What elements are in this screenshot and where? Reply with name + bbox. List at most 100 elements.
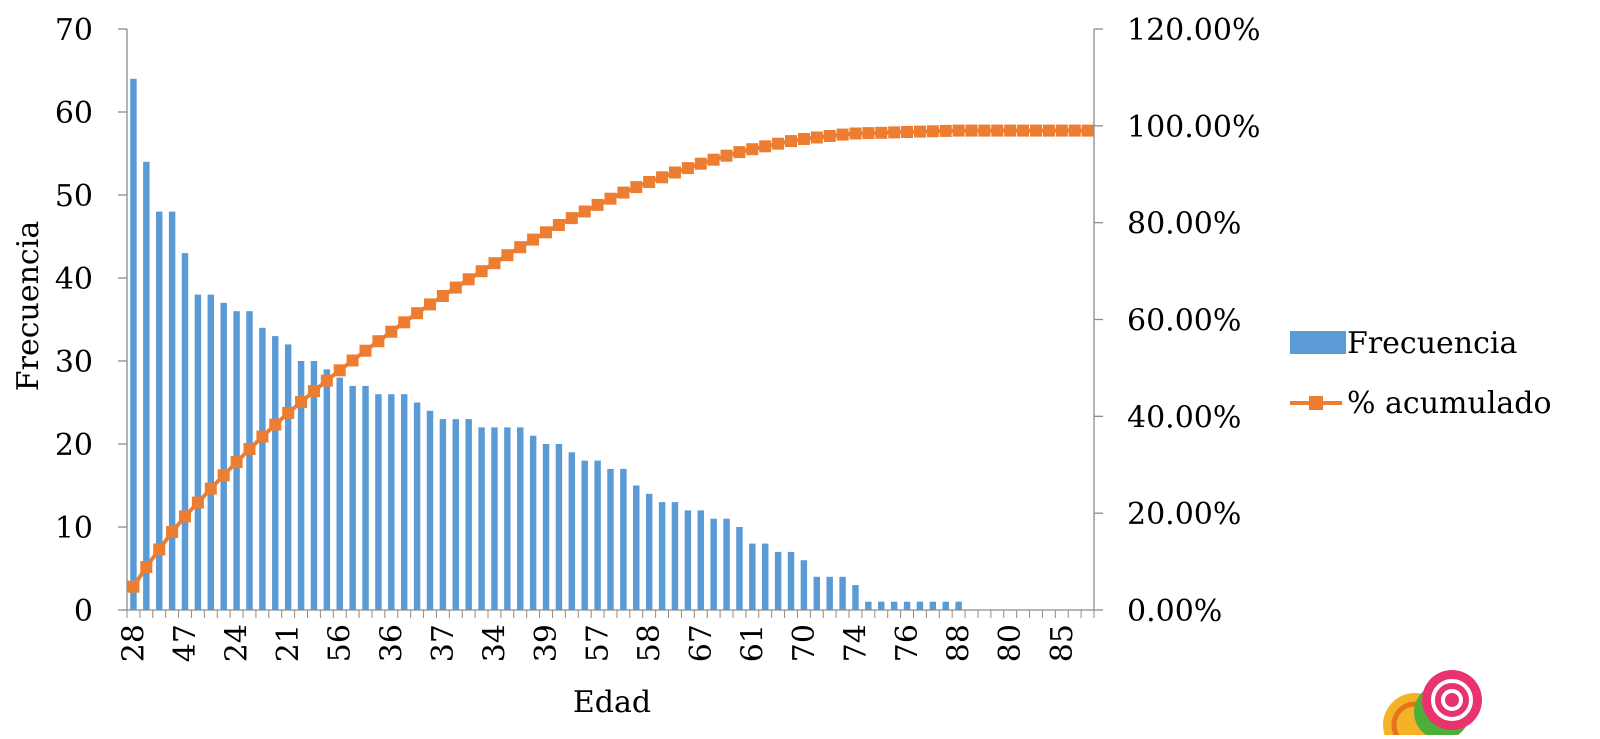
cumulative-point — [965, 124, 978, 137]
x-tick-label: 39 — [529, 624, 564, 662]
bar — [284, 344, 292, 610]
x-tick-label: 57 — [581, 624, 616, 662]
bar — [517, 427, 524, 610]
spiral-logo — [1383, 670, 1482, 739]
cumulative-point — [540, 226, 552, 239]
x-tick-label: 70 — [787, 624, 822, 662]
cumulative-point — [772, 137, 785, 150]
bar — [916, 601, 924, 610]
bar — [826, 576, 833, 610]
y-tick-label-right: 40.00% — [1127, 400, 1241, 435]
x-tick-label: 47 — [168, 624, 203, 662]
y-tick-label-right: 0.00% — [1127, 594, 1222, 629]
cumulative-point — [591, 198, 604, 211]
bar — [710, 518, 717, 610]
bar — [929, 601, 937, 610]
cumulative-point — [733, 146, 746, 159]
bar — [942, 601, 949, 610]
cumulative-point — [578, 205, 591, 218]
x-tick-label: 67 — [684, 624, 719, 662]
bar — [388, 394, 395, 610]
cumulative-point — [1068, 124, 1081, 137]
cumulative-point — [411, 307, 424, 320]
legend-swatch-frecuencia — [1290, 331, 1346, 354]
cumulative-point — [514, 241, 527, 254]
cumulative-point — [295, 396, 308, 408]
cumulative-point — [759, 140, 772, 153]
bar — [426, 410, 434, 610]
cumulative-point — [179, 510, 191, 523]
cumulative-point — [256, 430, 269, 443]
y-tick-label-right: 20.00% — [1127, 497, 1241, 532]
x-tick-label: 85 — [1045, 624, 1080, 662]
cumulative-point — [359, 344, 372, 357]
bar — [903, 601, 911, 610]
bar — [246, 311, 253, 610]
y-tick-label-left: 0 — [74, 594, 93, 629]
x-tick-label: 58 — [632, 624, 667, 662]
bar — [865, 601, 872, 610]
cumulative-point — [939, 124, 952, 137]
bar — [852, 585, 859, 610]
cumulative-point — [1004, 124, 1017, 137]
cumulative-point — [230, 456, 243, 469]
bar — [568, 452, 576, 610]
bar — [194, 294, 202, 610]
bar — [620, 468, 627, 610]
bar — [697, 510, 704, 610]
cumulative-point — [282, 406, 295, 419]
bar — [181, 253, 189, 610]
y-tick-label-left: 30 — [55, 345, 93, 380]
cumulative-point — [462, 273, 475, 286]
cumulative-point — [552, 219, 565, 231]
bar — [555, 444, 563, 610]
x-tick-label: 21 — [271, 624, 306, 662]
bar — [645, 493, 653, 610]
x-tick-label: 56 — [323, 624, 358, 662]
y-tick-label-right: 100.00% — [1127, 110, 1260, 145]
cumulative-point — [849, 127, 862, 140]
x-tick-label: 24 — [220, 624, 255, 662]
bar — [774, 551, 782, 610]
x-tick-label: 28 — [116, 624, 151, 662]
cumulative-point — [565, 212, 578, 225]
y-tick-label-left: 50 — [55, 179, 93, 214]
bar — [400, 394, 408, 610]
bar — [671, 502, 679, 610]
bar — [413, 402, 421, 610]
cumulative-point — [875, 126, 888, 139]
y-tick-label-left: 70 — [55, 13, 93, 48]
cumulative-point — [269, 418, 282, 431]
y-tick-label-right: 120.00% — [1127, 13, 1260, 48]
bar — [130, 78, 137, 611]
cumulative-point — [1042, 124, 1055, 137]
cumulative-point — [424, 298, 436, 311]
bar — [156, 211, 163, 610]
bar — [504, 427, 511, 610]
cumulative-point — [527, 233, 540, 246]
bar — [491, 427, 498, 610]
bar — [581, 460, 588, 610]
cumulative-point — [385, 325, 398, 338]
bars-layer — [130, 78, 962, 611]
bar — [607, 468, 614, 610]
bar — [220, 302, 227, 610]
cumulative-point — [926, 125, 939, 138]
x-tick-label: 80 — [993, 624, 1028, 662]
cumulative-point — [694, 157, 707, 170]
cumulative-point — [127, 580, 140, 593]
cumulative-point — [978, 124, 991, 137]
cumulative-point — [836, 128, 849, 141]
legend-label-acumulado: % acumulado — [1347, 386, 1552, 421]
cumulative-line-layer — [127, 124, 1094, 593]
cumulative-point — [204, 482, 217, 495]
axes-layer: 0 10 20 30 40 50 60 70 0.00% 20.00% 40.00% 60.00% 80… — [55, 13, 1261, 662]
cumulative-point — [398, 316, 411, 329]
x-tick-label: 36 — [374, 624, 409, 662]
bar — [452, 419, 460, 610]
x-axis-title: Edad — [573, 685, 651, 720]
bar — [800, 560, 808, 610]
y-tick-label-left: 10 — [55, 511, 93, 546]
bar — [259, 327, 266, 610]
